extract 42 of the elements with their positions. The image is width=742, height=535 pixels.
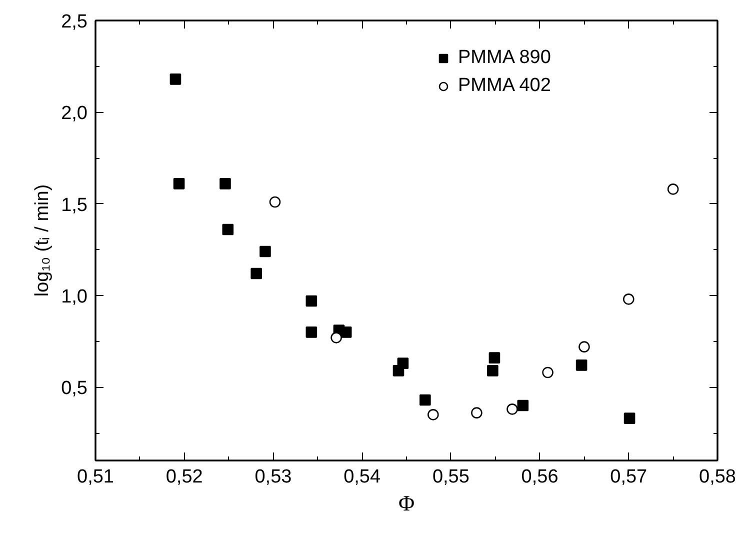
x-tick-label: 0,54	[344, 466, 381, 488]
y-tick-label: 2,0	[61, 103, 88, 124]
y-tick-label: 2,5	[61, 12, 88, 32]
x-tick-label: 0,56	[521, 466, 558, 488]
y-tick-label: 1,5	[61, 194, 88, 216]
point	[428, 409, 439, 420]
point	[624, 412, 636, 424]
point	[576, 360, 588, 371]
x-tick-label: 0,52	[166, 466, 203, 488]
point	[471, 407, 482, 418]
x-tick-label: 0,51	[77, 466, 114, 488]
point	[269, 196, 281, 208]
point	[487, 365, 498, 376]
point	[622, 294, 634, 305]
point	[542, 366, 554, 378]
point	[220, 178, 231, 190]
point	[420, 394, 431, 406]
point	[260, 246, 271, 258]
point	[330, 332, 342, 344]
y-axis-title: log₁₀ (tᵢ / min)	[32, 184, 54, 297]
x-tick-label: 0,58	[699, 466, 736, 488]
point	[250, 268, 262, 280]
point	[488, 352, 500, 364]
x-axis-title: Φ	[398, 490, 415, 516]
point	[222, 224, 234, 236]
point	[173, 178, 185, 190]
point	[578, 341, 590, 352]
point	[506, 404, 518, 415]
point	[170, 74, 182, 85]
x-tick-label: 0,53	[254, 466, 292, 488]
point	[517, 400, 529, 412]
legend-label: PMMA 402	[458, 75, 551, 97]
y-tick-label: 0,5	[61, 378, 88, 400]
point	[397, 358, 409, 369]
point	[340, 326, 352, 338]
legend-label: PMMA 890	[458, 47, 551, 69]
x-tick-label: 0,55	[432, 466, 470, 488]
point	[306, 295, 318, 307]
point	[667, 184, 679, 195]
x-tick-label: 0,57	[610, 466, 648, 488]
point	[306, 326, 318, 338]
y-tick-label: 1,0	[61, 286, 88, 308]
